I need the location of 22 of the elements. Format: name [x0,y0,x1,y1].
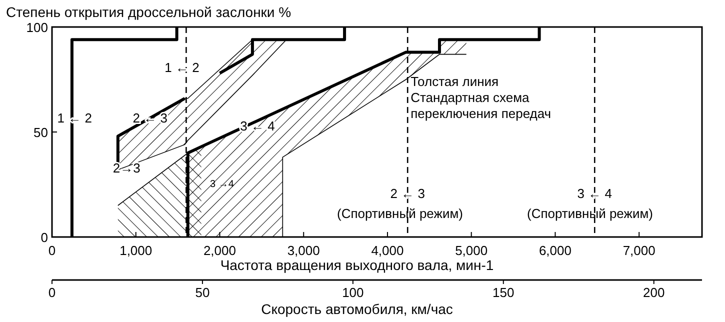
x-axis-title: Частота вращения выходного вала, мин-1 [220,257,494,273]
x2-tick-label: 50 [195,285,210,300]
annotation: Толстая линия Стандартная схема переключения передач [410,74,552,121]
y-tick-label: 0 [40,230,48,245]
x-tick-label: 1,000 [120,243,152,258]
x-tick-label: 3,000 [287,243,320,258]
annotation: 3 ← 4 [577,186,612,201]
y-tick-label: 100 [26,20,48,35]
y-tick-label: 50 [34,125,48,140]
x2-axis-title: Скорость автомобиля, км/час [261,301,453,317]
x2-tick-label: 150 [492,285,514,300]
x-tick-label: 6,000 [538,243,572,258]
x2-tick-label: 100 [342,285,364,300]
x-tick-label: 7,000 [622,243,656,258]
y-axis-title: Степень открытия дроссельной заслонки % [6,4,292,20]
annotation: 2 ← 3 [390,186,425,201]
x-tick-label: 4,000 [371,243,404,258]
annotation: (Спортивный режим) [527,206,653,221]
x-tick-label: 5,000 [455,243,488,258]
annotation: (Спортивный режим) [337,206,463,221]
x-tick-label: 2,000 [203,243,236,258]
x2-tick-label: 200 [643,285,665,300]
